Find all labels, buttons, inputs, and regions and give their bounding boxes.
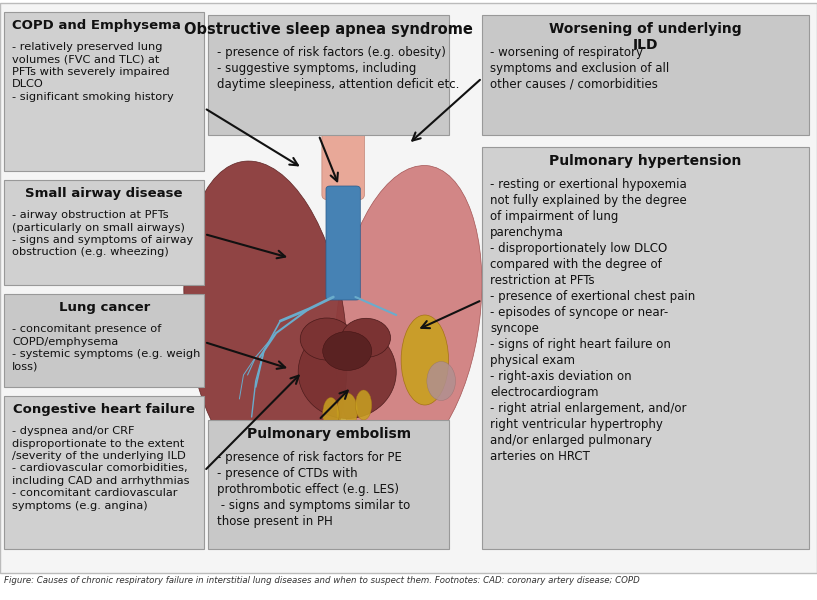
Text: Obstructive sleep apnea syndrome: Obstructive sleep apnea syndrome (185, 22, 473, 37)
Ellipse shape (300, 318, 353, 360)
FancyBboxPatch shape (4, 12, 204, 171)
Text: Worsening of underlying
ILD: Worsening of underlying ILD (549, 22, 742, 52)
Ellipse shape (342, 318, 391, 357)
FancyBboxPatch shape (326, 186, 360, 300)
Text: - airway obstruction at PFTs
(particularly on small airways)
- signs and symptom: - airway obstruction at PFTs (particular… (12, 210, 194, 257)
FancyBboxPatch shape (482, 147, 809, 549)
Ellipse shape (337, 393, 357, 429)
Text: - presence of risk factors for PE
- presence of CTDs with
prothrombotic effect (: - presence of risk factors for PE - pres… (217, 451, 410, 527)
Text: Figure: Causes of chronic respiratory failure in interstitial lung diseases and : Figure: Causes of chronic respiratory fa… (4, 576, 640, 585)
Ellipse shape (335, 166, 482, 464)
Text: Small airway disease: Small airway disease (25, 187, 183, 200)
Text: - resting or exertional hypoxemia
not fully explained by the degree
of impairmen: - resting or exertional hypoxemia not fu… (490, 178, 695, 463)
Ellipse shape (355, 390, 372, 420)
Ellipse shape (401, 315, 449, 405)
FancyBboxPatch shape (4, 294, 204, 387)
Text: Pulmonary hypertension: Pulmonary hypertension (549, 154, 742, 168)
FancyBboxPatch shape (322, 112, 364, 200)
FancyBboxPatch shape (0, 3, 817, 573)
FancyBboxPatch shape (208, 15, 449, 135)
FancyBboxPatch shape (4, 180, 204, 285)
Text: - presence of risk factors (e.g. obesity)
- suggestive symptoms, including
dayti: - presence of risk factors (e.g. obesity… (217, 46, 459, 91)
Text: - dyspnea and/or CRF
disproportionate to the extent
/severity of the underlying : - dyspnea and/or CRF disproportionate to… (12, 426, 190, 511)
Text: - relatively preserved lung
volumes (FVC and TLC) at
PFTs with severely impaired: - relatively preserved lung volumes (FVC… (12, 42, 174, 102)
Circle shape (221, 426, 270, 462)
Text: COPD and Emphysema: COPD and Emphysema (12, 19, 181, 32)
Text: Congestive heart failure: Congestive heart failure (13, 403, 195, 416)
Ellipse shape (298, 325, 396, 419)
Text: Lung cancer: Lung cancer (59, 301, 150, 314)
Ellipse shape (323, 397, 339, 431)
Text: - worsening of respiratory
symptoms and exclusion of all
other causes / comorbid: - worsening of respiratory symptoms and … (490, 46, 669, 91)
Ellipse shape (323, 331, 372, 370)
Text: - concomitant presence of
COPD/emphysema
- systemic symptoms (e.g. weigh
loss): - concomitant presence of COPD/emphysema… (12, 324, 201, 371)
FancyBboxPatch shape (4, 396, 204, 549)
FancyBboxPatch shape (208, 420, 449, 549)
Ellipse shape (426, 361, 456, 401)
Ellipse shape (184, 161, 347, 487)
FancyBboxPatch shape (482, 15, 809, 135)
Text: Pulmonary embolism: Pulmonary embolism (247, 427, 411, 441)
